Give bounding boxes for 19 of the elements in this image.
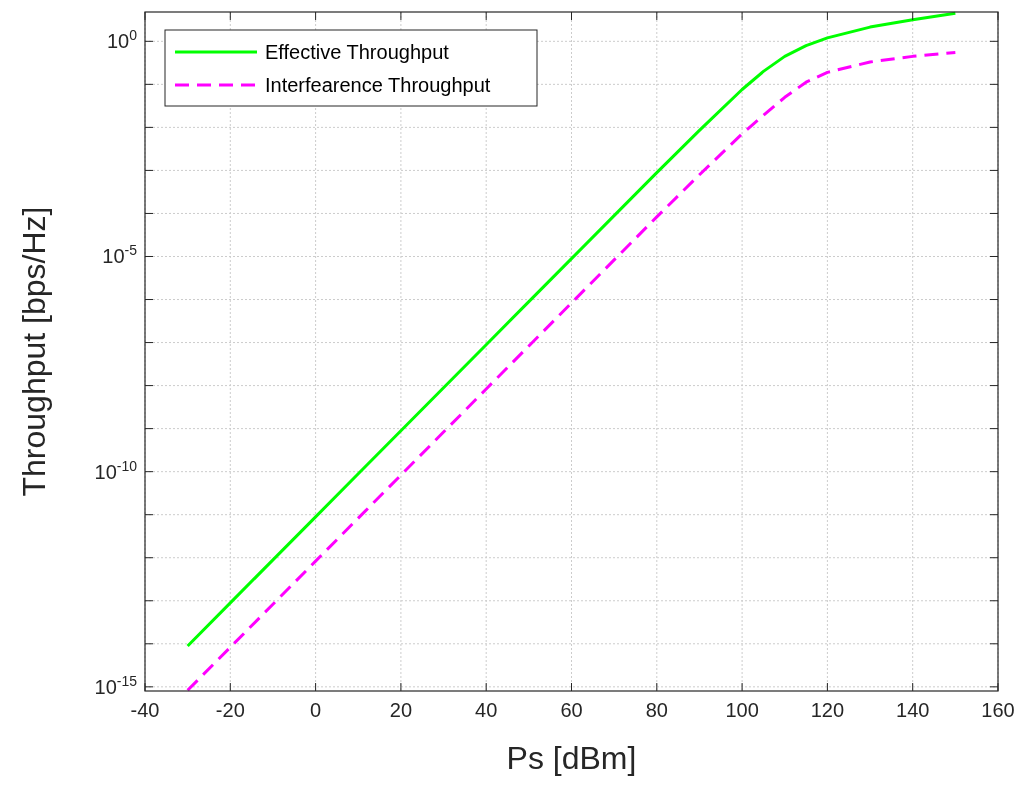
x-tick-label: 100: [725, 699, 759, 721]
x-tick-label: 80: [645, 699, 668, 721]
y-tick-label: 10$^{0}$: [106, 27, 138, 53]
y-axis-title: Throughput [bps/Hz]: [16, 206, 52, 497]
y-tick-label: 10$^{-10}$: [94, 457, 138, 483]
x-tick-label: 60: [560, 699, 583, 721]
x-tick-label: 120: [810, 699, 845, 721]
x-tick-label: 0: [310, 699, 322, 721]
y-tick-label: 10$^{-15}$: [94, 672, 138, 698]
x-tick-label: 40: [475, 699, 498, 721]
legend-label: Effective Throughput: [265, 41, 450, 63]
x-tick-label: 20: [389, 699, 413, 721]
y-tick-label: 10$^{-5}$: [102, 242, 138, 268]
x-tick-label: 160: [981, 699, 1015, 721]
x-axis-title: Ps [dBm]: [506, 740, 637, 776]
x-tick-label: -20: [215, 699, 245, 721]
x-tick-label: -40: [130, 699, 160, 721]
x-tick-label: 140: [896, 699, 930, 721]
legend-label: Interfearence Throughput: [265, 74, 491, 96]
